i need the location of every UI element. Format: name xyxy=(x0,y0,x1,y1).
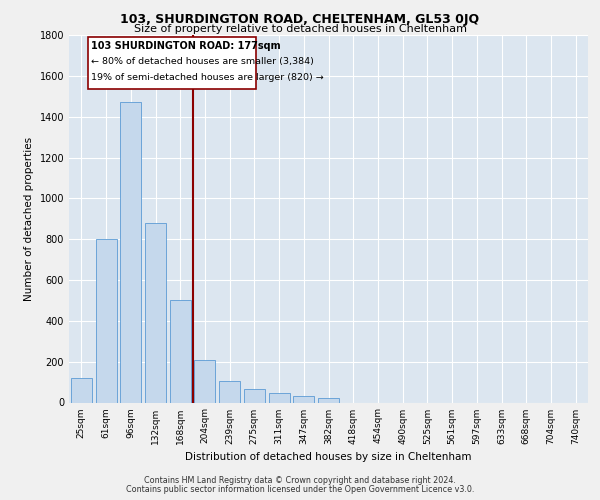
Text: Contains public sector information licensed under the Open Government Licence v3: Contains public sector information licen… xyxy=(126,485,474,494)
Bar xyxy=(318,398,339,402)
Text: 19% of semi-detached houses are larger (820) →: 19% of semi-detached houses are larger (… xyxy=(91,73,324,82)
Bar xyxy=(269,394,290,402)
Bar xyxy=(145,223,166,402)
Bar xyxy=(95,239,116,402)
Bar xyxy=(293,396,314,402)
Bar xyxy=(120,102,141,403)
FancyBboxPatch shape xyxy=(88,37,256,89)
Text: Size of property relative to detached houses in Cheltenham: Size of property relative to detached ho… xyxy=(133,24,467,34)
Bar xyxy=(71,378,92,402)
Text: Contains HM Land Registry data © Crown copyright and database right 2024.: Contains HM Land Registry data © Crown c… xyxy=(144,476,456,485)
X-axis label: Distribution of detached houses by size in Cheltenham: Distribution of detached houses by size … xyxy=(185,452,472,462)
Bar xyxy=(244,389,265,402)
Text: ← 80% of detached houses are smaller (3,384): ← 80% of detached houses are smaller (3,… xyxy=(91,58,314,66)
Y-axis label: Number of detached properties: Number of detached properties xyxy=(24,136,34,301)
Text: 103, SHURDINGTON ROAD, CHELTENHAM, GL53 0JQ: 103, SHURDINGTON ROAD, CHELTENHAM, GL53 … xyxy=(121,12,479,26)
Text: 103 SHURDINGTON ROAD: 177sqm: 103 SHURDINGTON ROAD: 177sqm xyxy=(91,40,281,50)
Bar xyxy=(170,300,191,402)
Bar xyxy=(194,360,215,403)
Bar xyxy=(219,381,240,402)
